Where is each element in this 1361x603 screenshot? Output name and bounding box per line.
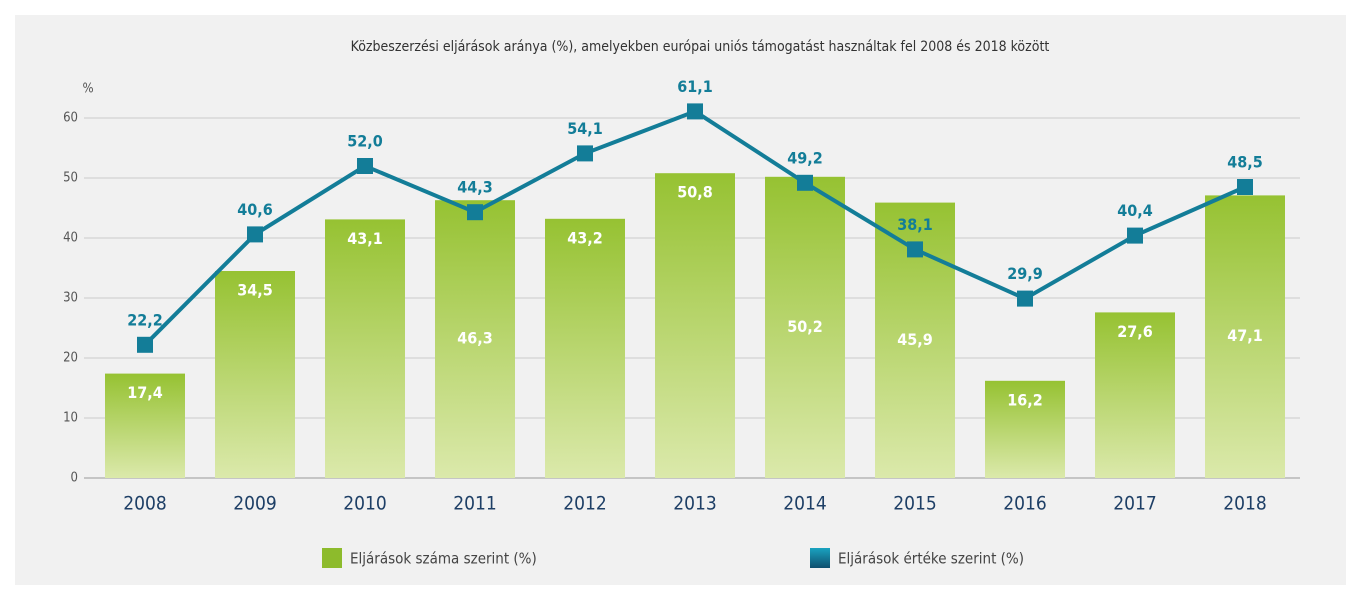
- bar-value-label: 27,6: [1117, 322, 1153, 341]
- bar-value-label: 34,5: [237, 281, 273, 300]
- bar-value-label: 46,3: [457, 329, 493, 348]
- line-marker: [577, 145, 593, 162]
- bar-value-label: 17,4: [127, 383, 163, 402]
- bar: [325, 219, 405, 478]
- bar-value-label: 43,2: [567, 228, 603, 247]
- bar-value-label: 16,2: [1007, 390, 1043, 409]
- line-marker: [1017, 290, 1033, 307]
- line-value-label: 22,2: [127, 310, 163, 329]
- line-marker: [797, 174, 813, 191]
- line-marker: [687, 103, 703, 120]
- bar-value-label: 43,1: [347, 229, 383, 248]
- bar: [765, 176, 845, 479]
- line-value-label: 54,1: [567, 119, 603, 138]
- line-marker: [1127, 227, 1143, 244]
- legend-label: Eljárások száma szerint (%): [350, 550, 537, 568]
- y-tick-label: 10: [63, 411, 78, 426]
- line-value-label: 40,4: [1117, 201, 1153, 220]
- bar-value-label: 45,9: [897, 330, 933, 349]
- line-value-label: 38,1: [897, 215, 933, 234]
- x-tick-label: 2015: [893, 493, 937, 515]
- legend-swatch: [810, 548, 830, 568]
- x-tick-label: 2017: [1113, 493, 1157, 515]
- y-tick-label: 60: [63, 111, 78, 126]
- bar: [545, 218, 625, 479]
- x-tick-label: 2009: [233, 493, 277, 515]
- line-marker: [357, 158, 373, 174]
- y-tick-label: 20: [63, 351, 78, 366]
- x-tick-label: 2016: [1003, 493, 1047, 515]
- x-tick-label: 2010: [343, 493, 387, 515]
- y-tick-label: 0: [71, 471, 78, 486]
- line-value-label: 61,1: [677, 77, 713, 96]
- x-tick-label: 2011: [453, 493, 497, 515]
- bar: [435, 200, 515, 478]
- bar: [105, 373, 185, 478]
- x-tick-label: 2014: [783, 493, 827, 515]
- line-value-label: 40,6: [237, 200, 273, 219]
- legend-label: Eljárások értéke szerint (%): [838, 550, 1024, 568]
- line-value-label: 44,3: [457, 178, 493, 197]
- bar-value-label: 47,1: [1227, 326, 1263, 345]
- legend-swatch: [322, 548, 342, 568]
- line-value-label: 29,9: [1007, 264, 1043, 283]
- x-tick-label: 2013: [673, 493, 717, 515]
- line-marker: [467, 204, 483, 221]
- chart-title: Közbeszerzési eljárások aránya (%), amel…: [351, 39, 1050, 55]
- line-marker: [137, 336, 153, 353]
- line-value-label: 52,0: [347, 132, 383, 151]
- y-tick-label: 30: [63, 291, 78, 306]
- line-marker: [907, 241, 923, 258]
- bar: [1095, 312, 1175, 478]
- y-axis-label: %: [82, 82, 93, 97]
- bar: [655, 173, 735, 478]
- bar: [215, 271, 295, 478]
- bar: [1205, 195, 1285, 478]
- line-value-label: 48,5: [1227, 153, 1263, 172]
- line-marker: [247, 226, 263, 243]
- x-tick-label: 2018: [1223, 493, 1267, 515]
- bar: [985, 380, 1065, 478]
- line-value-label: 49,2: [787, 148, 823, 167]
- x-tick-label: 2012: [563, 493, 607, 515]
- y-tick-label: 50: [63, 171, 78, 186]
- line-marker: [1237, 179, 1253, 195]
- bar-value-label: 50,8: [677, 183, 713, 202]
- x-tick-label: 2008: [123, 493, 167, 515]
- y-tick-label: 40: [63, 231, 78, 246]
- bar-value-label: 50,2: [787, 317, 823, 336]
